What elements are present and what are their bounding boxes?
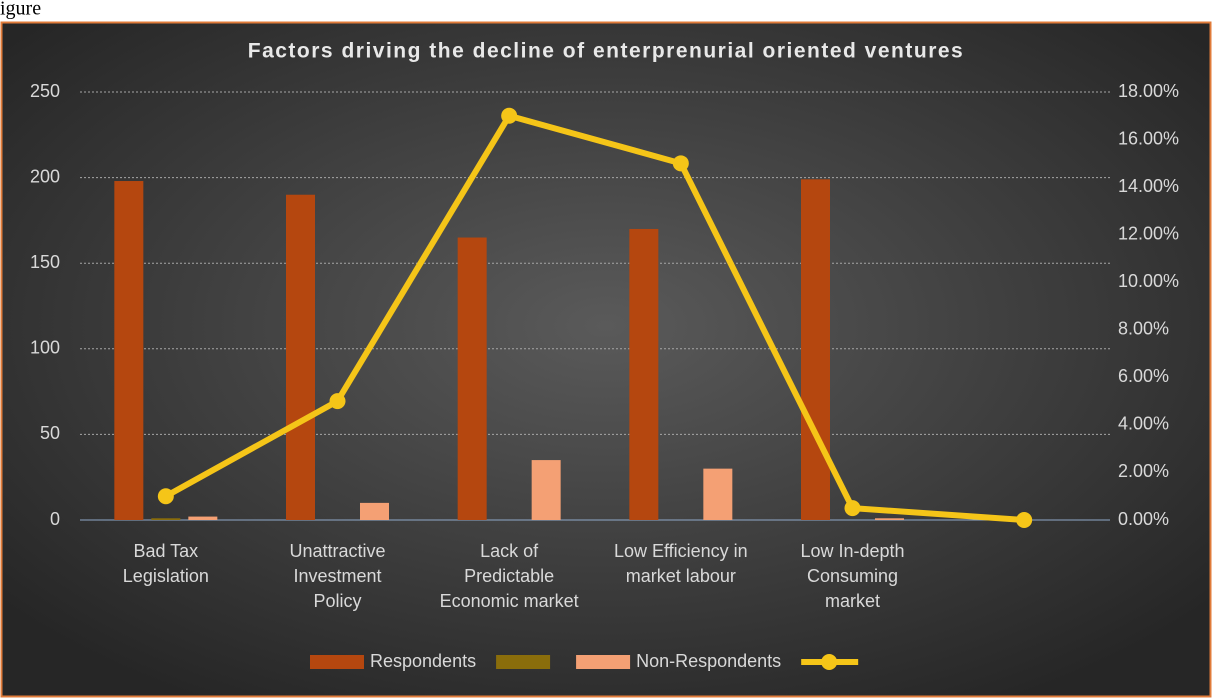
- legend-swatch: [576, 655, 631, 669]
- bar: [457, 237, 487, 520]
- y2-tick-label: 8.00%: [1118, 319, 1169, 339]
- line-marker: [672, 155, 689, 172]
- y-tick-label: 200: [30, 166, 60, 186]
- bar: [114, 181, 144, 521]
- bar: [875, 518, 904, 520]
- y2-tick-label: 18.00%: [1118, 81, 1179, 101]
- line: [164, 112, 1025, 523]
- bar: [188, 516, 218, 520]
- bar: [360, 502, 389, 520]
- legend-swatch: [496, 655, 551, 669]
- x-tick-label: Low In-depth Consuming market: [800, 541, 904, 611]
- chart-frame: [0, 21, 1212, 698]
- x-tick-label: Unattractive Investment Policy: [289, 541, 385, 611]
- x-tick-label: Bad Tax Legislation: [123, 541, 209, 586]
- line-marker: [844, 500, 861, 517]
- legend-label: Respondents: [370, 651, 476, 671]
- chart-title: Factors driving the decline of enterpren…: [248, 40, 964, 63]
- caption: igure: [0, 0, 41, 20]
- y-tick-label: 150: [30, 252, 60, 272]
- bar: [801, 179, 830, 520]
- bar: [531, 460, 561, 520]
- y2-tick-label: 14.00%: [1118, 176, 1179, 196]
- y-tick-label: 50: [40, 423, 60, 443]
- line-marker: [1016, 512, 1033, 528]
- bar: [286, 194, 315, 520]
- y2-tick-label: 6.00%: [1118, 366, 1169, 386]
- y2-tick-label: 16.00%: [1118, 128, 1179, 148]
- bar: [703, 468, 733, 520]
- y2-tick-label: 4.00%: [1118, 414, 1169, 434]
- x-tick-label: Low Efficiency in market labour: [614, 541, 748, 586]
- line-marker: [157, 488, 174, 505]
- bar: [151, 518, 181, 520]
- y-tick-label: 100: [30, 338, 60, 358]
- y2-tick-label: 10.00%: [1118, 271, 1179, 291]
- bar: [629, 228, 659, 520]
- y-tick-label: 250: [30, 81, 60, 101]
- y-tick-label: 0: [50, 509, 60, 529]
- y2-tick-label: 12.00%: [1118, 223, 1179, 243]
- legend-swatch: [821, 654, 838, 670]
- line-marker: [501, 107, 518, 124]
- y2-tick-label: 2.00%: [1118, 461, 1169, 481]
- x-tick-label: Lack of Predictable Economic market: [440, 541, 579, 611]
- y2-tick-label: 0.00%: [1118, 509, 1169, 529]
- line-marker: [329, 393, 346, 410]
- legend-swatch: [310, 655, 364, 669]
- legend-label: Non-Respondents: [636, 651, 781, 671]
